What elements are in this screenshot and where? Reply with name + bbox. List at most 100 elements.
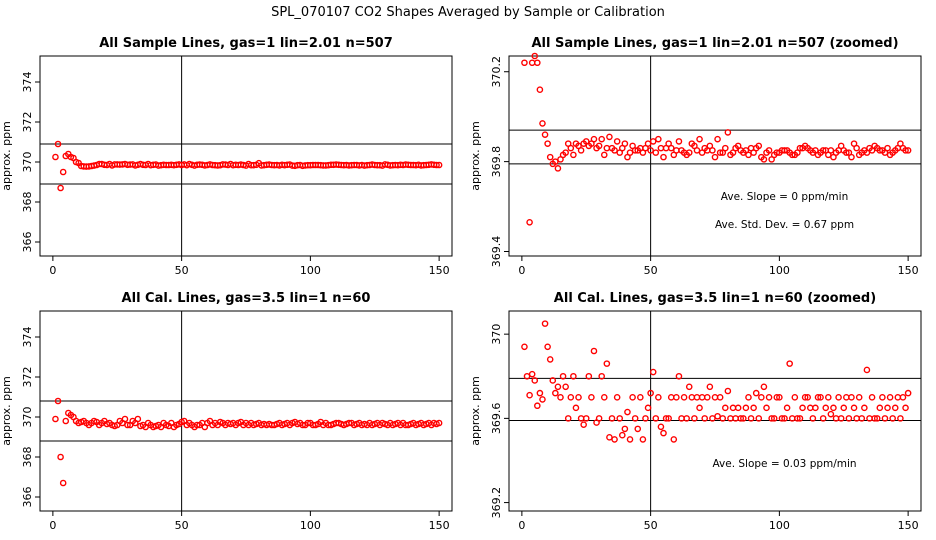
data-point bbox=[562, 383, 569, 391]
data-point bbox=[634, 425, 642, 433]
data-point bbox=[121, 415, 129, 423]
data-point bbox=[644, 404, 652, 412]
data-point bbox=[837, 415, 845, 422]
data-point bbox=[778, 415, 786, 422]
data-point bbox=[819, 415, 827, 422]
data-point bbox=[884, 144, 891, 152]
x-tick-label: 50 bbox=[644, 519, 658, 532]
y-tick-label: 369.4 bbox=[490, 236, 503, 268]
data-point bbox=[621, 425, 629, 433]
data-point bbox=[904, 147, 912, 154]
data-point bbox=[786, 360, 793, 367]
data-point bbox=[889, 415, 896, 422]
plot-frame bbox=[39, 55, 453, 257]
data-point bbox=[902, 404, 909, 412]
chart-title: All Cal. Lines, gas=3.5 lin=1 n=60 (zoom… bbox=[554, 291, 876, 306]
data-point bbox=[575, 394, 582, 401]
data-point bbox=[830, 404, 837, 412]
data-point bbox=[435, 419, 443, 427]
data-point bbox=[711, 394, 719, 401]
chart-title: All Sample Lines, gas=1 lin=2.01 n=507 (… bbox=[531, 36, 898, 51]
data-point bbox=[734, 404, 742, 412]
data-point bbox=[701, 415, 708, 422]
data-point bbox=[134, 415, 142, 423]
x-tick-label: 100 bbox=[769, 264, 790, 277]
data-point bbox=[750, 404, 757, 412]
data-point bbox=[809, 415, 817, 422]
plot-frame bbox=[39, 310, 453, 512]
data-point bbox=[526, 218, 533, 226]
data-point bbox=[655, 394, 662, 401]
data-point bbox=[57, 453, 64, 461]
chart-title: All Sample Lines, gas=1 lin=2.01 n=507 bbox=[99, 36, 393, 51]
data-point bbox=[433, 161, 440, 169]
data-point bbox=[435, 161, 443, 169]
data-point bbox=[819, 147, 827, 154]
y-tick-label: 368 bbox=[21, 192, 34, 213]
data-point bbox=[719, 415, 727, 422]
data-point bbox=[59, 168, 67, 176]
data-point bbox=[861, 404, 868, 412]
data-point bbox=[546, 153, 554, 161]
x-tick-label: 100 bbox=[300, 264, 321, 277]
y-tick-label: 370 bbox=[21, 152, 34, 173]
data-point bbox=[691, 415, 698, 422]
data-point bbox=[613, 394, 621, 401]
data-point bbox=[796, 144, 804, 152]
y-axis-label: approx. ppm bbox=[469, 121, 482, 191]
data-point bbox=[598, 135, 605, 143]
data-point bbox=[843, 394, 850, 401]
data-point bbox=[747, 415, 755, 422]
data-point bbox=[595, 415, 603, 422]
data-point bbox=[616, 415, 624, 422]
data-point bbox=[752, 389, 760, 397]
data-point bbox=[824, 394, 832, 401]
data-point bbox=[603, 360, 611, 367]
data-point bbox=[904, 389, 912, 397]
data-point bbox=[788, 151, 796, 159]
data-point bbox=[552, 158, 559, 165]
data-point bbox=[644, 140, 652, 147]
data-point bbox=[675, 372, 683, 380]
data-point bbox=[541, 131, 549, 138]
plot-frame bbox=[508, 310, 922, 512]
data-point bbox=[703, 394, 711, 401]
y-tick-label: 370 bbox=[21, 407, 34, 428]
data-point bbox=[845, 415, 853, 422]
data-point bbox=[52, 153, 59, 161]
data-point bbox=[611, 436, 618, 443]
y-tick-label: 370 bbox=[490, 324, 503, 345]
data-point bbox=[62, 417, 70, 425]
data-point bbox=[562, 149, 569, 156]
data-point bbox=[791, 394, 799, 401]
data-point bbox=[794, 415, 801, 422]
data-point bbox=[546, 356, 554, 363]
y-tick-label: 370.2 bbox=[490, 56, 503, 88]
data-point bbox=[814, 394, 822, 401]
data-point bbox=[891, 404, 899, 412]
data-point bbox=[683, 415, 690, 422]
data-point bbox=[873, 415, 881, 422]
y-tick-label: 366 bbox=[21, 487, 34, 508]
data-point bbox=[528, 59, 536, 67]
data-point bbox=[660, 153, 667, 161]
data-point bbox=[740, 415, 747, 422]
x-tick-label: 150 bbox=[429, 519, 450, 532]
data-point bbox=[863, 366, 871, 374]
annotation: Ave. Slope = 0 ppm/min bbox=[721, 191, 848, 203]
data-point bbox=[745, 394, 752, 401]
data-point bbox=[600, 394, 608, 401]
data-point bbox=[776, 394, 783, 401]
data-point bbox=[631, 147, 639, 154]
plot-frame bbox=[508, 55, 922, 257]
data-point bbox=[848, 394, 855, 401]
data-point bbox=[796, 415, 804, 422]
y-tick-label: 366 bbox=[21, 232, 34, 253]
data-point bbox=[827, 147, 835, 154]
data-point bbox=[894, 394, 902, 401]
x-tick-label: 50 bbox=[644, 264, 658, 277]
data-point bbox=[603, 144, 611, 152]
data-point bbox=[572, 404, 580, 412]
data-point bbox=[721, 144, 729, 152]
data-point bbox=[711, 153, 719, 161]
